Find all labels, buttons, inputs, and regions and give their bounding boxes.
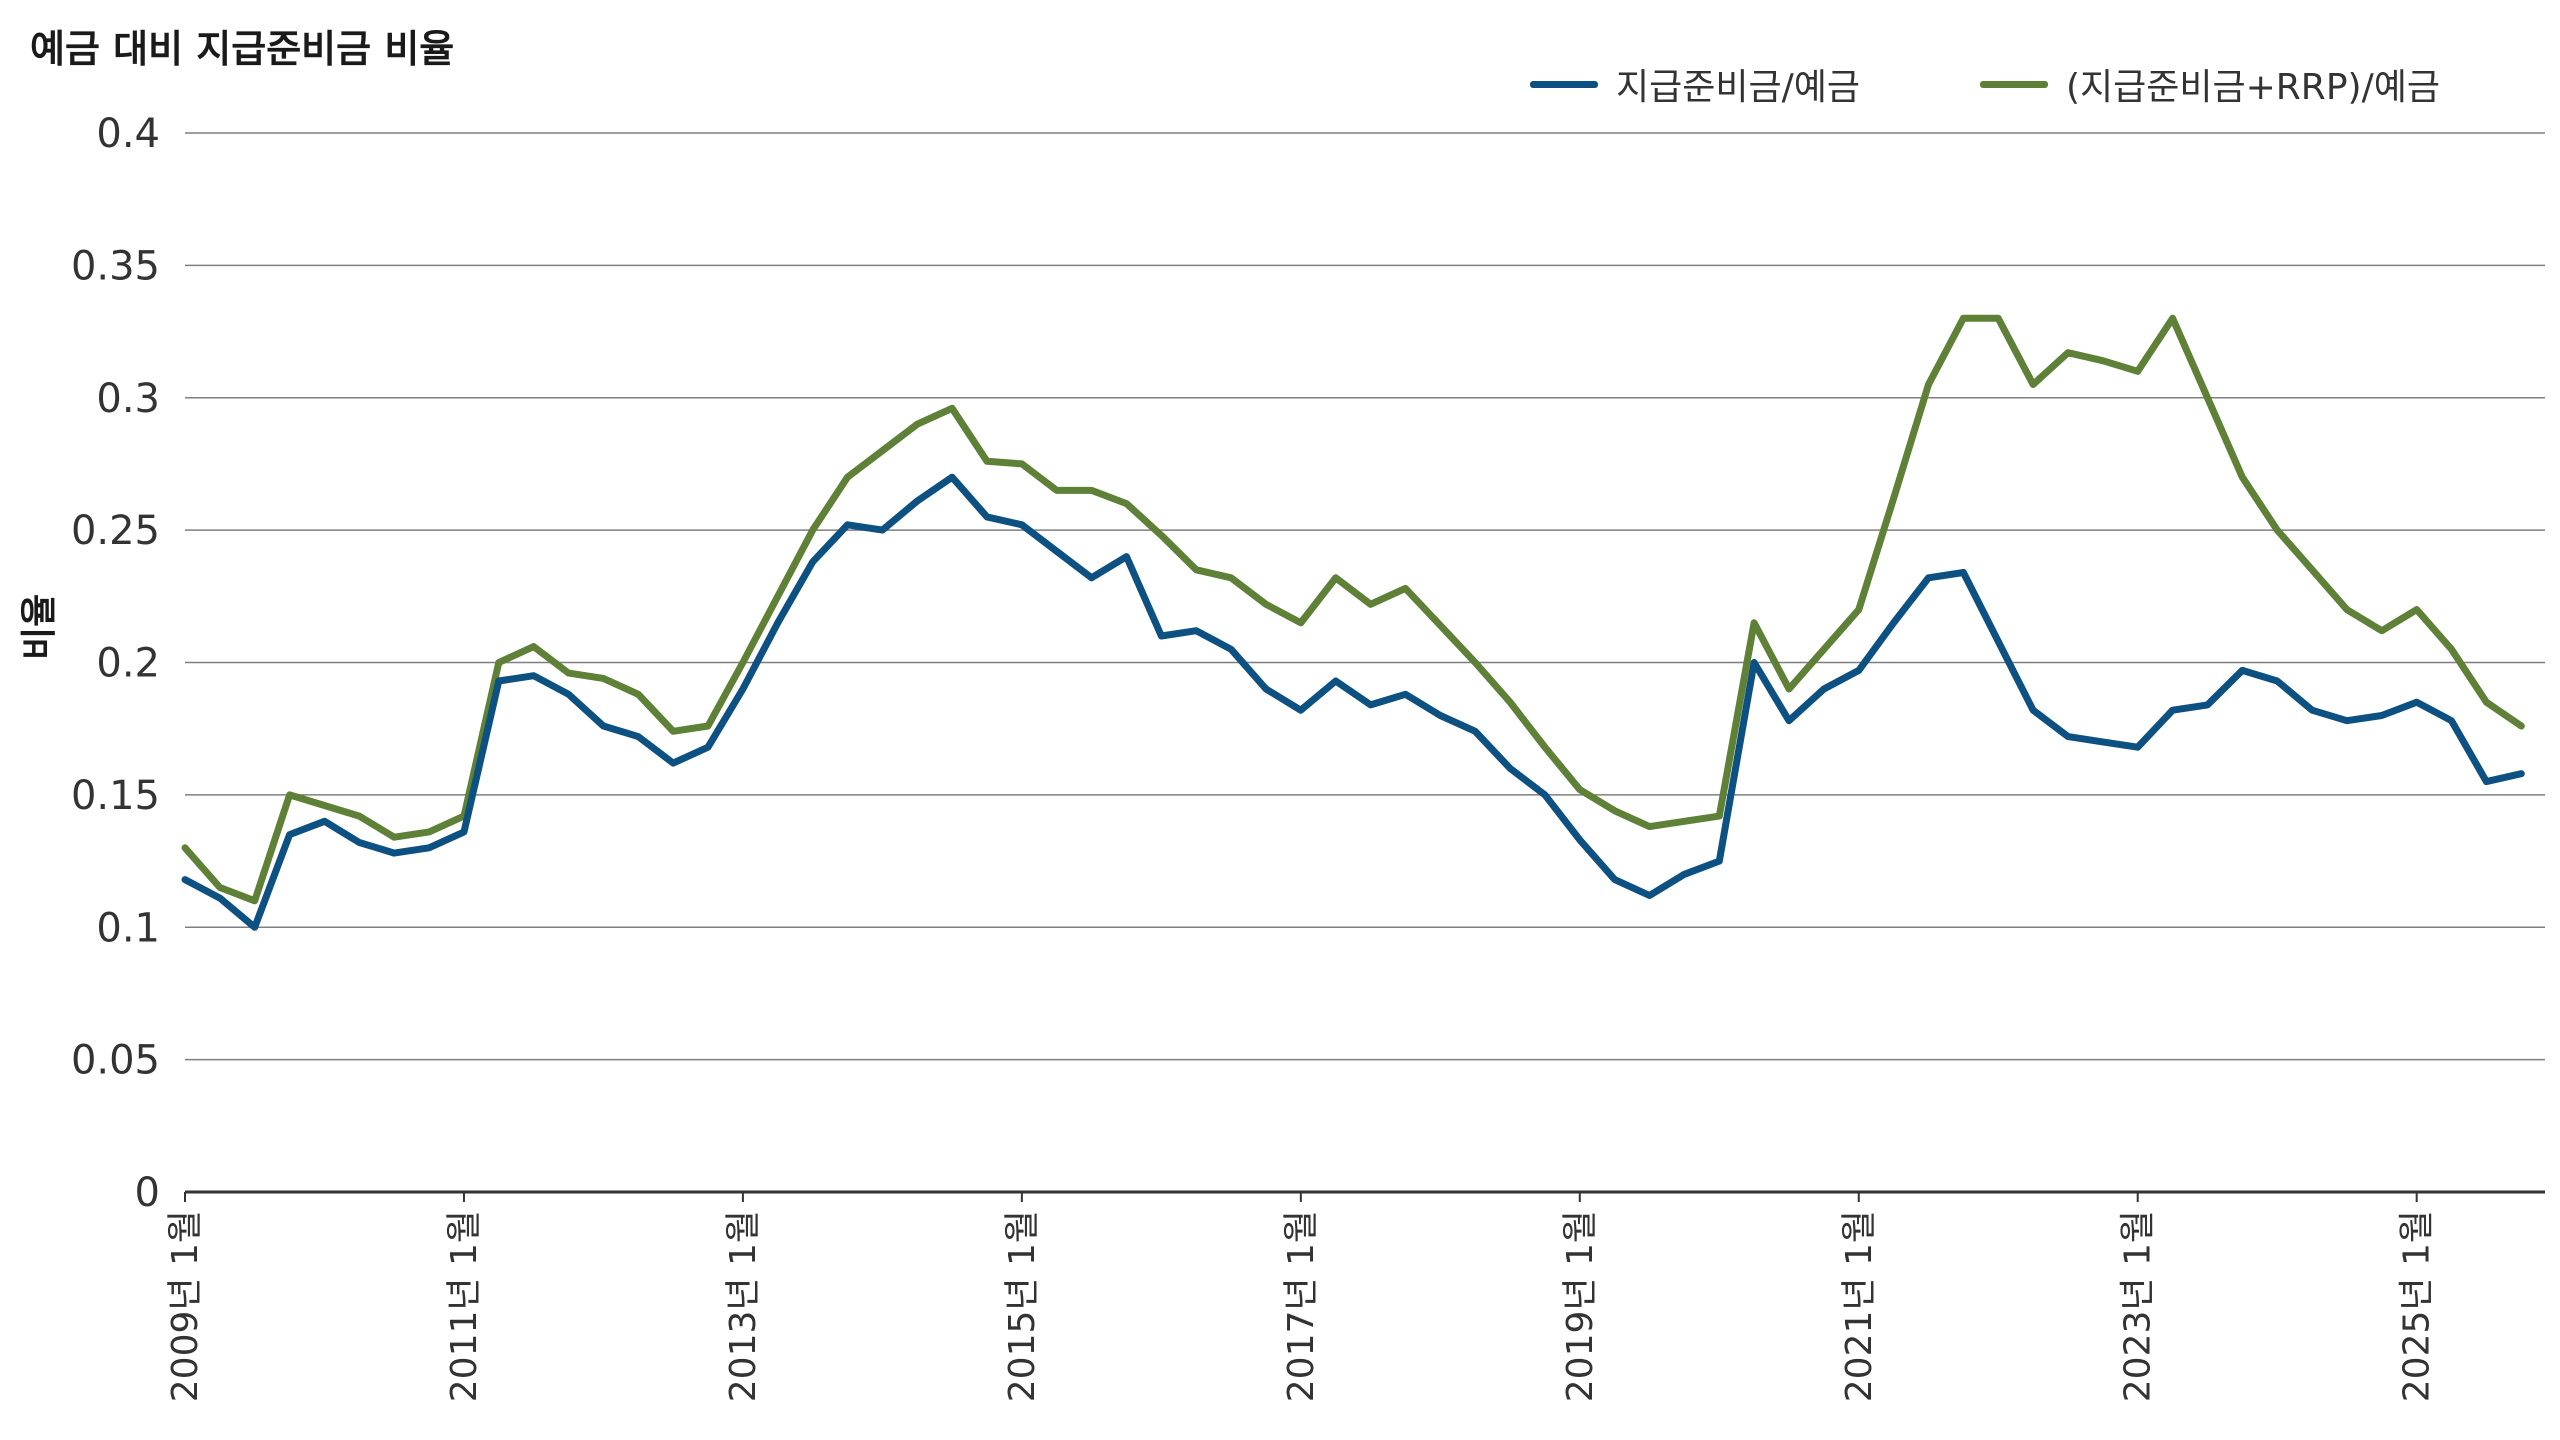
legend-item-reserves: 지급준비금/예금 (1530, 58, 1860, 110)
y-tick-label: 0.25 (71, 508, 160, 554)
x-tick-label: 2019년 1월 (1560, 1210, 1601, 1402)
y-tick-label: 0.3 (96, 376, 160, 422)
legend-item-reserves-rrp: (지급준비금+RRP)/예금 (1979, 58, 2440, 110)
x-tick-label: 2023년 1월 (2118, 1210, 2159, 1402)
y-tick-label: 0.4 (96, 111, 160, 157)
y-tick-label: 0.1 (96, 905, 160, 951)
y-tick-label: 0.2 (96, 641, 160, 687)
x-tick-label: 2009년 1월 (165, 1210, 206, 1402)
legend-swatch-reserves-rrp (1979, 80, 2048, 88)
chart-title: 예금 대비 지급준비금 비율 (30, 27, 455, 71)
y-tick-label: 0.15 (71, 773, 160, 819)
x-tick-label: 2017년 1월 (1281, 1210, 1322, 1402)
x-tick-label: 2015년 1월 (1002, 1210, 1043, 1402)
series-line-reserves-rrp (181, 314, 2525, 905)
y-tick-label: 0.05 (71, 1038, 160, 1084)
y-tick-label: 0.35 (71, 243, 160, 289)
x-tick-label: 2011년 1월 (444, 1210, 485, 1402)
legend-label-reserves: 지급준비금/예금 (1616, 67, 1860, 108)
legend-label-reserves-rrp: (지급준비금+RRP)/예금 (2065, 67, 2440, 108)
y-tick-label: 0 (135, 1170, 160, 1216)
x-tick-label: 2021년 1월 (1839, 1210, 1880, 1402)
legend: 지급준비금/예금 (지급준비금+RRP)/예금 (1530, 58, 2440, 110)
x-tick-label: 2013년 1월 (723, 1210, 764, 1402)
series-line-reserves (181, 473, 2525, 931)
x-tick-label: 2025년 1월 (2397, 1210, 2438, 1402)
legend-swatch-reserves (1530, 80, 1598, 88)
